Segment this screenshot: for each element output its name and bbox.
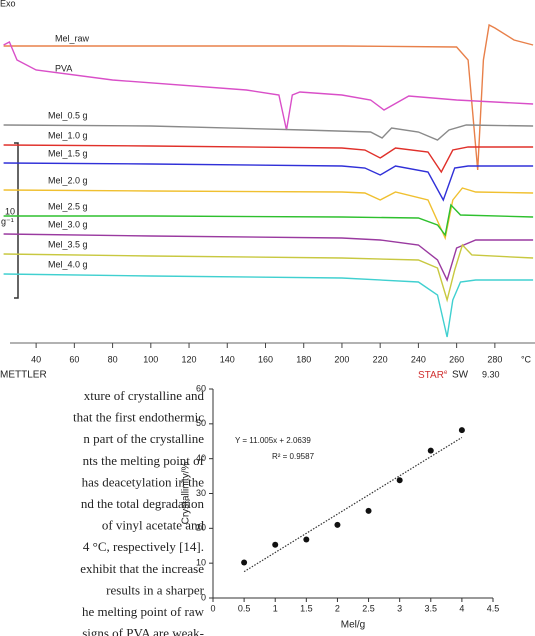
- equation: Y = 11.005x + 2.0639: [235, 436, 311, 445]
- body-text: xture of crystalline and: [84, 388, 205, 403]
- x-tick-label: 0.5: [238, 603, 251, 613]
- footer-brand: STARe: [418, 370, 448, 381]
- series-label: Mel_2.5 g: [48, 201, 88, 211]
- x-tick-label: 2.5: [362, 603, 375, 613]
- x-tick-label: 0: [210, 603, 215, 613]
- series-label: Mel_2.0 g: [48, 175, 88, 185]
- series-label: Mel_raw: [55, 33, 90, 43]
- x-tick-label: 1: [273, 603, 278, 613]
- point: [303, 536, 310, 543]
- x-tick-label: 1.5: [300, 603, 313, 613]
- series-label: Mel_4.0 g: [48, 259, 88, 269]
- series-label: Mel_3.5 g: [48, 239, 88, 249]
- x-tick-label: 180: [296, 354, 311, 364]
- body-text: that the first endothermic: [73, 410, 204, 425]
- curve: [3, 124, 534, 141]
- scale-unit: W g⁻¹: [0, 216, 14, 226]
- point: [241, 559, 248, 566]
- x-tick-label: 4: [459, 603, 464, 613]
- x-tick-label: 120: [182, 354, 197, 364]
- curve: [3, 23, 534, 171]
- y-tick-label: 10: [196, 558, 206, 568]
- x-tick-label: 4.5: [487, 603, 500, 613]
- curve: [3, 233, 534, 282]
- curve: [3, 162, 534, 202]
- series-label: Mel_1.0 g: [48, 130, 88, 140]
- body-text: he melting point of raw: [82, 604, 205, 619]
- y-tick-label: 0: [201, 592, 206, 602]
- curve: [3, 243, 534, 303]
- footer-left: METTLER: [0, 370, 47, 381]
- r-squared: R² = 0.9587: [272, 452, 315, 461]
- x-tick-label: 100: [143, 354, 158, 364]
- footer-version: 9.30: [482, 369, 500, 379]
- scale-value: 10: [5, 206, 15, 216]
- curve: [3, 41, 534, 131]
- y-tick-label: 60: [196, 383, 206, 393]
- x-tick-label: 280: [487, 354, 502, 364]
- x-tick-label: 3.5: [425, 603, 438, 613]
- point: [396, 477, 403, 484]
- body-text: nd the total degradation: [81, 496, 205, 511]
- curve: [3, 273, 534, 338]
- y-tick-label: 30: [196, 488, 206, 498]
- body-text: results in a sharper: [106, 582, 205, 597]
- y-tick-label: 50: [196, 418, 206, 428]
- body-text: signs of PVA are weak-: [82, 626, 204, 636]
- brand: STAR: [418, 370, 444, 381]
- series-label: PVA: [55, 63, 72, 73]
- trend-line: [243, 436, 463, 573]
- x-axis-label: °C: [521, 354, 532, 364]
- x-tick-label: 60: [69, 354, 79, 364]
- y-tick-label: 20: [196, 523, 206, 533]
- exo-label: Exo: [0, 0, 16, 8]
- x-tick-label: 260: [449, 354, 464, 364]
- y-axis-label: Crystallinity/%: [181, 462, 192, 525]
- x-tick-label: 140: [220, 354, 235, 364]
- footer-right: SW: [452, 370, 469, 381]
- series-label: Mel_1.5 g: [48, 148, 88, 158]
- scale-bar: [14, 142, 19, 299]
- x-axis-label: Mel/g: [341, 620, 365, 631]
- curve: [3, 144, 534, 174]
- x-tick-label: 200: [334, 354, 349, 364]
- x-tick-label: 40: [31, 354, 41, 364]
- body-text: 4 °C, respectively [14].: [83, 539, 204, 554]
- brand-mark: e: [444, 370, 448, 376]
- x-tick-label: 80: [108, 354, 118, 364]
- body-text: of vinyl acetate and: [102, 518, 205, 533]
- body-text: n part of the crystalline: [83, 431, 204, 446]
- point: [272, 541, 279, 548]
- body-text: has deacetylation in the: [82, 474, 205, 489]
- x-tick-label: 3: [397, 603, 402, 613]
- point: [458, 427, 465, 434]
- point: [334, 521, 341, 528]
- x-tick-label: 2: [335, 603, 340, 613]
- y-tick-label: 40: [196, 453, 206, 463]
- body-text: nts the melting point of: [83, 453, 205, 468]
- series-label: Mel_3.0 g: [48, 219, 88, 229]
- x-tick-label: 220: [373, 354, 388, 364]
- point: [365, 507, 372, 514]
- body-text: exhibit that the increase: [80, 561, 204, 576]
- x-tick-label: 160: [258, 354, 273, 364]
- curve: [3, 203, 534, 237]
- point: [427, 447, 434, 454]
- series-label: Mel_0.5 g: [48, 110, 88, 120]
- curve: [3, 187, 534, 241]
- x-tick-label: 240: [411, 354, 426, 364]
